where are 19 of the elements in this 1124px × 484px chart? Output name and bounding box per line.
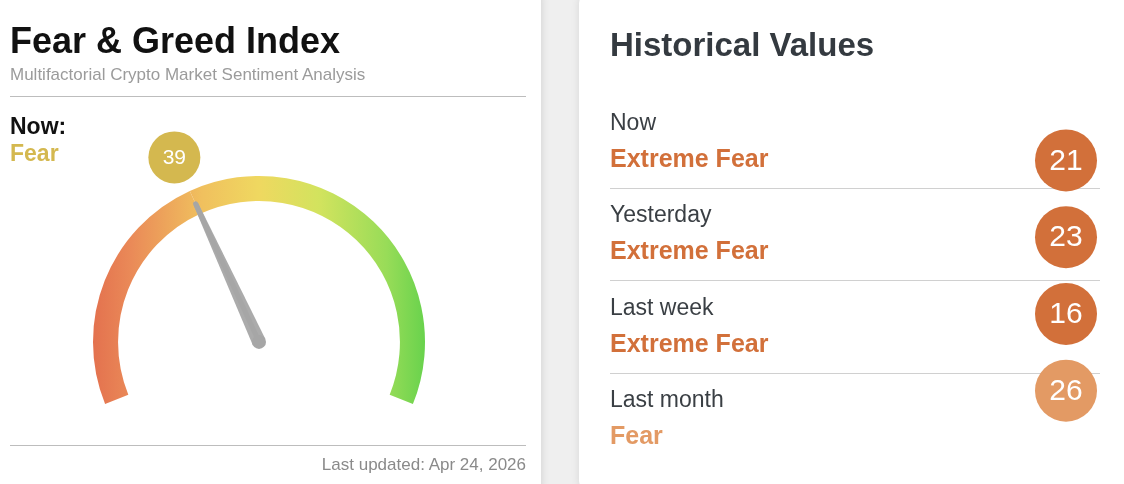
category-label: Last week: [610, 293, 714, 321]
text: Historical Values: [610, 26, 875, 64]
text: Extreme Fear: [610, 144, 769, 173]
chart-subtitle: Multifactorial Crypto Market Sentiment Analysis: [10, 65, 366, 85]
text: Fear: [610, 420, 663, 450]
data-label: 39: [162, 145, 187, 169]
text: Now:: [10, 113, 67, 140]
data-label: 26: [1049, 372, 1083, 406]
chart-title: Fear & Greed Index: [10, 20, 341, 62]
text: Last updated: Apr 24, 2026: [321, 455, 526, 475]
data-label: 21: [1049, 142, 1083, 176]
text: Fear: [10, 140, 59, 167]
category-label: Last month: [610, 385, 724, 413]
category-label: Yesterday: [610, 201, 712, 228]
data-label: 16: [1049, 296, 1083, 330]
text: Extreme Fear: [610, 328, 769, 358]
data-label: 23: [1049, 219, 1083, 253]
text: Extreme Fear: [610, 236, 769, 266]
category-label: Now: [610, 109, 657, 136]
